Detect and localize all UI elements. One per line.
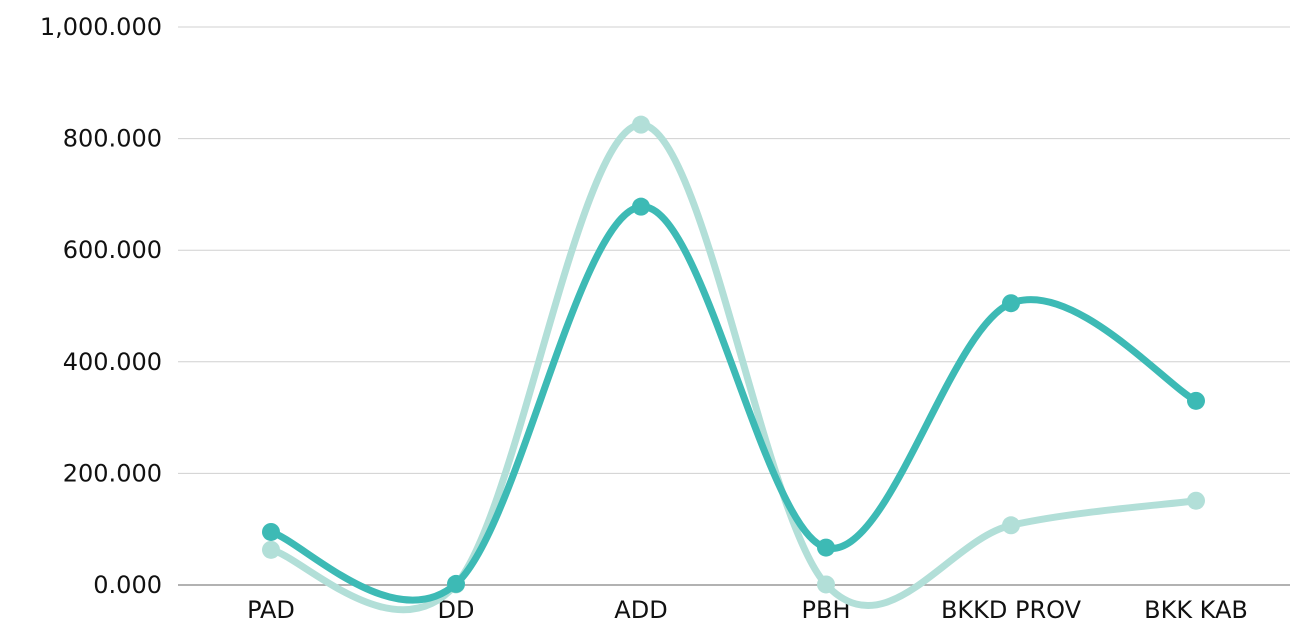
x-tick-label: ADD <box>614 596 667 624</box>
series-2-point <box>632 115 650 134</box>
series-1-point <box>1187 391 1205 410</box>
series-1-point <box>262 522 280 541</box>
gridlines <box>178 26 1290 586</box>
x-tick-label: BKKD PROV <box>941 596 1082 624</box>
series-2-point <box>817 575 835 594</box>
series-2-point <box>1187 491 1205 510</box>
y-tick-label: 400.000 <box>63 348 162 376</box>
series-2-point <box>262 540 280 559</box>
series-1-point <box>447 574 465 593</box>
y-tick-label: 0.000 <box>93 571 162 599</box>
y-axis-tick-labels: 0.000 200.000 400.000 600.000 800.000 1,000.0… <box>40 13 162 599</box>
x-tick-label: DD <box>438 596 475 624</box>
y-tick-label: 1,000.000 <box>40 13 162 41</box>
series-1-point <box>1002 294 1020 313</box>
series-group <box>262 115 1205 614</box>
y-tick-label: 200.000 <box>63 459 162 487</box>
series-1 <box>262 197 1205 604</box>
series-1-point <box>817 538 835 557</box>
x-tick-label: PAD <box>247 596 295 624</box>
y-tick-label: 600.000 <box>63 236 162 264</box>
series-1-point <box>632 197 650 216</box>
x-axis-tick-labels: PAD DD ADD PBH BKKD PROV BKK KAB <box>247 596 1248 624</box>
y-tick-label: 800.000 <box>63 125 162 153</box>
x-tick-label: BKK KAB <box>1144 596 1248 624</box>
series-1-line <box>267 203 1200 604</box>
series-2-point <box>1002 516 1020 535</box>
